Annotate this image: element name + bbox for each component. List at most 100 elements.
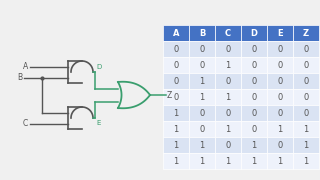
Text: E: E (96, 120, 100, 126)
FancyBboxPatch shape (163, 41, 189, 57)
FancyBboxPatch shape (215, 41, 241, 57)
FancyBboxPatch shape (189, 137, 215, 153)
Text: 0: 0 (277, 76, 283, 86)
Text: 1: 1 (225, 125, 231, 134)
FancyBboxPatch shape (293, 73, 319, 89)
Text: 1: 1 (225, 60, 231, 69)
Text: A: A (173, 28, 179, 37)
Text: 0: 0 (199, 44, 204, 53)
FancyBboxPatch shape (189, 121, 215, 137)
Text: 0: 0 (225, 76, 231, 86)
Text: 0: 0 (252, 93, 257, 102)
FancyBboxPatch shape (215, 153, 241, 169)
FancyBboxPatch shape (293, 25, 319, 41)
Text: 0: 0 (277, 141, 283, 150)
FancyBboxPatch shape (293, 89, 319, 105)
Text: 1: 1 (173, 109, 179, 118)
FancyBboxPatch shape (215, 105, 241, 121)
Text: B: B (17, 73, 22, 82)
Text: 0: 0 (303, 60, 308, 69)
Text: 0: 0 (277, 109, 283, 118)
FancyBboxPatch shape (163, 153, 189, 169)
FancyBboxPatch shape (293, 137, 319, 153)
Text: 0: 0 (252, 76, 257, 86)
Text: 0: 0 (199, 109, 204, 118)
Text: 0: 0 (303, 93, 308, 102)
Text: 0: 0 (225, 109, 231, 118)
Text: 1: 1 (303, 141, 308, 150)
FancyBboxPatch shape (189, 57, 215, 73)
Text: 1: 1 (277, 156, 283, 165)
Text: 0: 0 (277, 60, 283, 69)
FancyBboxPatch shape (267, 137, 293, 153)
Text: 0: 0 (252, 44, 257, 53)
Text: 0: 0 (252, 60, 257, 69)
FancyBboxPatch shape (293, 105, 319, 121)
Text: 0: 0 (303, 109, 308, 118)
FancyBboxPatch shape (293, 153, 319, 169)
Text: 0: 0 (225, 44, 231, 53)
FancyBboxPatch shape (163, 89, 189, 105)
FancyBboxPatch shape (163, 121, 189, 137)
FancyBboxPatch shape (241, 137, 267, 153)
FancyBboxPatch shape (267, 73, 293, 89)
FancyBboxPatch shape (241, 153, 267, 169)
FancyBboxPatch shape (189, 41, 215, 57)
Text: E: E (277, 28, 283, 37)
FancyBboxPatch shape (267, 41, 293, 57)
Text: 0: 0 (173, 93, 179, 102)
FancyBboxPatch shape (215, 73, 241, 89)
Text: 1: 1 (277, 125, 283, 134)
FancyBboxPatch shape (241, 73, 267, 89)
FancyBboxPatch shape (293, 41, 319, 57)
Text: 0: 0 (277, 44, 283, 53)
Text: 1: 1 (252, 141, 257, 150)
Text: 0: 0 (303, 44, 308, 53)
Text: 0: 0 (173, 76, 179, 86)
Text: 1: 1 (173, 141, 179, 150)
Text: D: D (96, 64, 101, 70)
FancyBboxPatch shape (163, 25, 189, 41)
Text: 1: 1 (173, 156, 179, 165)
Text: 1: 1 (199, 93, 204, 102)
FancyBboxPatch shape (293, 121, 319, 137)
FancyBboxPatch shape (241, 89, 267, 105)
Text: 0: 0 (252, 109, 257, 118)
Text: 1: 1 (199, 156, 204, 165)
FancyBboxPatch shape (163, 137, 189, 153)
FancyBboxPatch shape (267, 121, 293, 137)
FancyBboxPatch shape (189, 105, 215, 121)
Text: Z: Z (303, 28, 309, 37)
Text: D: D (251, 28, 258, 37)
Text: 1: 1 (225, 93, 231, 102)
FancyBboxPatch shape (267, 105, 293, 121)
FancyBboxPatch shape (267, 153, 293, 169)
Text: 0: 0 (199, 125, 204, 134)
Text: Z: Z (167, 91, 172, 100)
Text: 1: 1 (199, 141, 204, 150)
FancyBboxPatch shape (215, 57, 241, 73)
FancyBboxPatch shape (189, 73, 215, 89)
FancyBboxPatch shape (163, 105, 189, 121)
Text: 1: 1 (225, 156, 231, 165)
FancyBboxPatch shape (189, 25, 215, 41)
FancyBboxPatch shape (163, 73, 189, 89)
FancyBboxPatch shape (215, 89, 241, 105)
Text: 1: 1 (303, 125, 308, 134)
Text: 1: 1 (173, 125, 179, 134)
Text: 1: 1 (199, 76, 204, 86)
FancyBboxPatch shape (267, 25, 293, 41)
FancyBboxPatch shape (215, 137, 241, 153)
FancyBboxPatch shape (163, 57, 189, 73)
FancyBboxPatch shape (293, 57, 319, 73)
FancyBboxPatch shape (267, 89, 293, 105)
Text: 1: 1 (252, 156, 257, 165)
Text: A: A (23, 62, 28, 71)
Text: 0: 0 (199, 60, 204, 69)
Text: 0: 0 (225, 141, 231, 150)
FancyBboxPatch shape (215, 25, 241, 41)
FancyBboxPatch shape (215, 121, 241, 137)
Text: C: C (23, 119, 28, 128)
Text: 0: 0 (173, 44, 179, 53)
FancyBboxPatch shape (189, 89, 215, 105)
